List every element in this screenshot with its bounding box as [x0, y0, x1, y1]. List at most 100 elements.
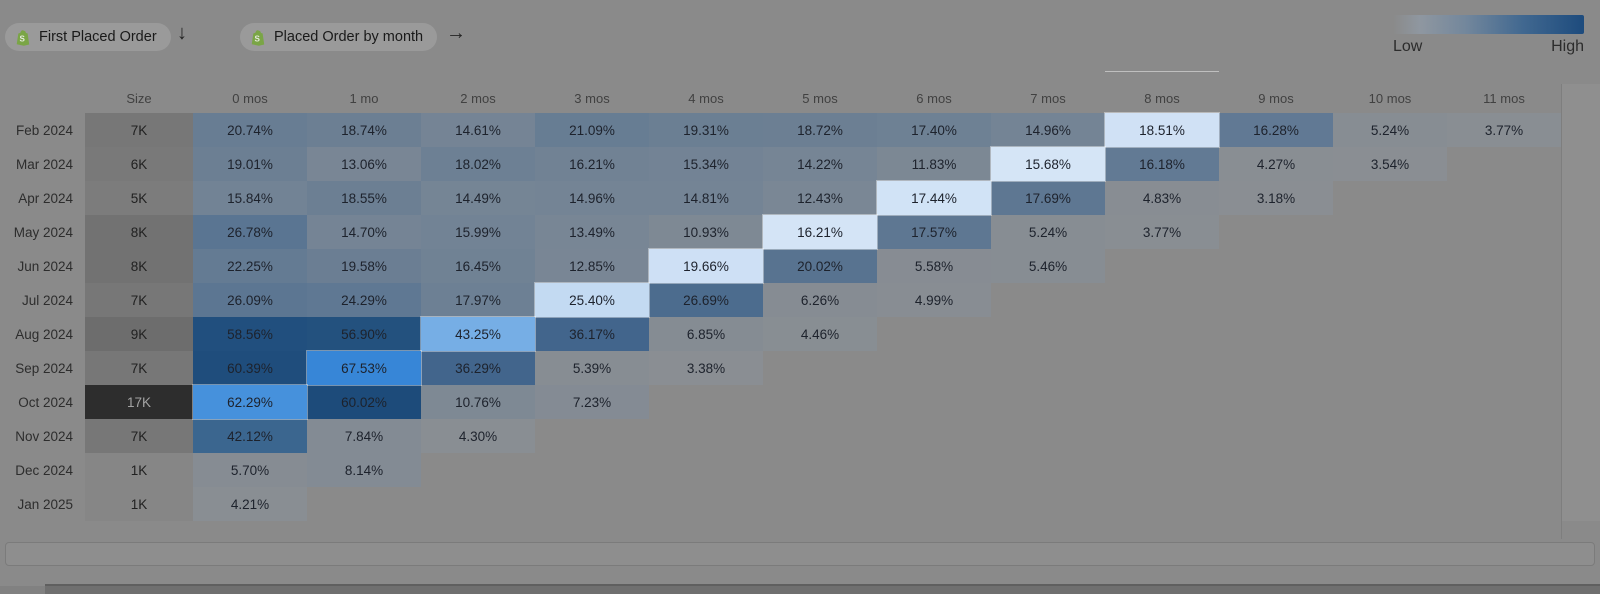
- cohort-size-cell[interactable]: 6K: [85, 147, 193, 181]
- heatmap-cell[interactable]: 16.21%: [763, 215, 877, 249]
- heatmap-cell[interactable]: 16.28%: [1219, 113, 1333, 147]
- heatmap-cell[interactable]: 60.02%: [307, 385, 421, 419]
- heatmap-cell[interactable]: 14.49%: [421, 181, 535, 215]
- column-header-7-mos[interactable]: 7 mos: [1030, 91, 1066, 106]
- heatmap-cell[interactable]: 19.66%: [649, 249, 763, 283]
- event-chip-first-placed-order[interactable]: S First Placed Order: [5, 23, 171, 51]
- heatmap-cell[interactable]: 4.21%: [193, 487, 307, 521]
- heatmap-cell[interactable]: 25.40%: [535, 283, 649, 317]
- heatmap-cell[interactable]: 22.25%: [193, 249, 307, 283]
- heatmap-cell[interactable]: 16.45%: [421, 249, 535, 283]
- cohort-size-cell[interactable]: 9K: [85, 317, 193, 351]
- heatmap-cell[interactable]: 3.77%: [1447, 113, 1561, 147]
- heatmap-cell[interactable]: 12.85%: [535, 249, 649, 283]
- column-header-4-mos[interactable]: 4 mos: [688, 91, 724, 106]
- heatmap-cell[interactable]: 16.21%: [535, 147, 649, 181]
- heatmap-cell[interactable]: 67.53%: [307, 351, 421, 385]
- heatmap-cell[interactable]: 12.43%: [763, 181, 877, 215]
- heatmap-cell[interactable]: 7.84%: [307, 419, 421, 453]
- heatmap-cell[interactable]: 4.30%: [421, 419, 535, 453]
- heatmap-cell[interactable]: 3.54%: [1333, 147, 1447, 181]
- cohort-size-cell[interactable]: 17K: [85, 385, 193, 419]
- column-header-5-mos[interactable]: 5 mos: [802, 91, 838, 106]
- cohort-size-cell[interactable]: 8K: [85, 249, 193, 283]
- heatmap-cell[interactable]: 17.40%: [877, 113, 991, 147]
- heatmap-cell[interactable]: 62.29%: [193, 385, 307, 419]
- heatmap-cell[interactable]: 16.18%: [1105, 147, 1219, 181]
- column-header-11-mos[interactable]: 11 mos: [1483, 91, 1525, 106]
- heatmap-cell[interactable]: 36.29%: [421, 351, 535, 385]
- heatmap-cell[interactable]: 3.38%: [649, 351, 763, 385]
- heatmap-cell[interactable]: 6.26%: [763, 283, 877, 317]
- heatmap-cell[interactable]: 20.02%: [763, 249, 877, 283]
- heatmap-cell[interactable]: 17.97%: [421, 283, 535, 317]
- heatmap-cell[interactable]: 18.51%: [1105, 113, 1219, 147]
- column-header-6-mos[interactable]: 6 mos: [916, 91, 952, 106]
- heatmap-cell[interactable]: 43.25%: [421, 317, 535, 351]
- heatmap-cell[interactable]: 5.24%: [991, 215, 1105, 249]
- heatmap-cell[interactable]: 4.27%: [1219, 147, 1333, 181]
- cohort-size-cell[interactable]: 1K: [85, 453, 193, 487]
- column-header-1-mo[interactable]: 1 mo: [349, 91, 379, 106]
- heatmap-cell[interactable]: 26.69%: [649, 283, 763, 317]
- heatmap-cell[interactable]: 15.68%: [991, 147, 1105, 181]
- heatmap-cell[interactable]: 14.96%: [535, 181, 649, 215]
- heatmap-cell[interactable]: 58.56%: [193, 317, 307, 351]
- heatmap-cell[interactable]: 20.74%: [193, 113, 307, 147]
- cohort-size-cell[interactable]: 8K: [85, 215, 193, 249]
- cohort-size-cell[interactable]: 7K: [85, 283, 193, 317]
- cohort-size-cell[interactable]: 7K: [85, 113, 193, 147]
- heatmap-cell[interactable]: 17.57%: [877, 215, 991, 249]
- cohort-size-cell[interactable]: 7K: [85, 351, 193, 385]
- event-chip-placed-order-by-month[interactable]: S Placed Order by month: [240, 23, 438, 51]
- heatmap-cell[interactable]: 15.84%: [193, 181, 307, 215]
- heatmap-cell[interactable]: 21.09%: [535, 113, 649, 147]
- heatmap-cell[interactable]: 13.49%: [535, 215, 649, 249]
- heatmap-cell[interactable]: 5.46%: [991, 249, 1105, 283]
- heatmap-cell[interactable]: 5.70%: [193, 453, 307, 487]
- column-header-9-mos[interactable]: 9 mos: [1258, 91, 1294, 106]
- heatmap-cell[interactable]: 5.39%: [535, 351, 649, 385]
- heatmap-cell[interactable]: 60.39%: [193, 351, 307, 385]
- heatmap-cell[interactable]: 17.69%: [991, 181, 1105, 215]
- cohort-size-cell[interactable]: 7K: [85, 419, 193, 453]
- heatmap-cell[interactable]: 18.02%: [421, 147, 535, 181]
- heatmap-cell[interactable]: 56.90%: [307, 317, 421, 351]
- heatmap-cell[interactable]: 10.93%: [649, 215, 763, 249]
- heatmap-cell[interactable]: 3.77%: [1105, 215, 1219, 249]
- heatmap-cell[interactable]: 3.18%: [1219, 181, 1333, 215]
- heatmap-cell[interactable]: 13.06%: [307, 147, 421, 181]
- cohort-size-cell[interactable]: 1K: [85, 487, 193, 521]
- heatmap-cell[interactable]: 4.46%: [763, 317, 877, 351]
- heatmap-cell[interactable]: 19.31%: [649, 113, 763, 147]
- heatmap-cell[interactable]: 10.76%: [421, 385, 535, 419]
- heatmap-cell[interactable]: 26.09%: [193, 283, 307, 317]
- heatmap-cell[interactable]: 18.72%: [763, 113, 877, 147]
- heatmap-cell[interactable]: 4.99%: [877, 283, 991, 317]
- heatmap-cell[interactable]: 8.14%: [307, 453, 421, 487]
- heatmap-cell[interactable]: 19.01%: [193, 147, 307, 181]
- heatmap-cell[interactable]: 17.44%: [877, 181, 991, 215]
- column-header-0-mos[interactable]: 0 mos: [232, 91, 268, 106]
- heatmap-cell[interactable]: 15.99%: [421, 215, 535, 249]
- heatmap-cell[interactable]: 5.24%: [1333, 113, 1447, 147]
- column-header-3-mos[interactable]: 3 mos: [574, 91, 610, 106]
- column-header-8-mos[interactable]: 8 mos: [1144, 91, 1180, 106]
- heatmap-cell[interactable]: 14.61%: [421, 113, 535, 147]
- heatmap-cell[interactable]: 14.81%: [649, 181, 763, 215]
- heatmap-cell[interactable]: 26.78%: [193, 215, 307, 249]
- heatmap-cell[interactable]: 11.83%: [877, 147, 991, 181]
- heatmap-cell[interactable]: 6.85%: [649, 317, 763, 351]
- heatmap-cell[interactable]: 36.17%: [535, 317, 649, 351]
- cohort-size-cell[interactable]: 5K: [85, 181, 193, 215]
- heatmap-cell[interactable]: 14.22%: [763, 147, 877, 181]
- heatmap-cell[interactable]: 18.74%: [307, 113, 421, 147]
- heatmap-cell[interactable]: 24.29%: [307, 283, 421, 317]
- heatmap-cell[interactable]: 7.23%: [535, 385, 649, 419]
- heatmap-cell[interactable]: 42.12%: [193, 419, 307, 453]
- heatmap-cell[interactable]: 15.34%: [649, 147, 763, 181]
- column-header-size[interactable]: Size: [126, 91, 152, 106]
- heatmap-cell[interactable]: 14.96%: [991, 113, 1105, 147]
- heatmap-cell[interactable]: 18.55%: [307, 181, 421, 215]
- heatmap-cell[interactable]: 14.70%: [307, 215, 421, 249]
